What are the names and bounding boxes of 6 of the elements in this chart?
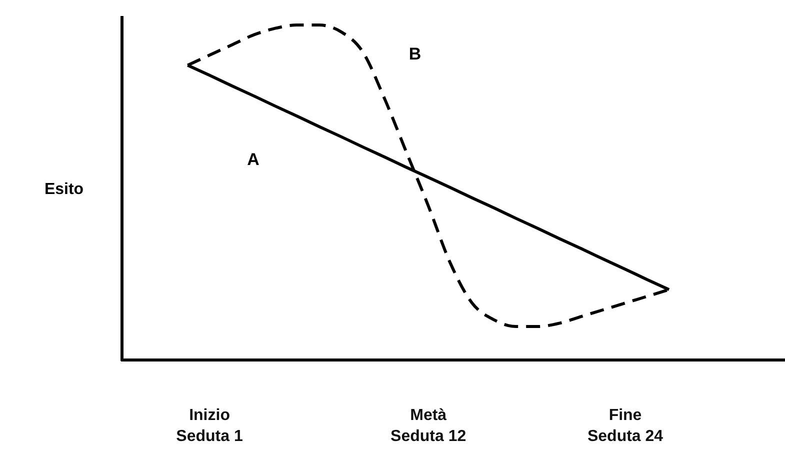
- text: Esito: [44, 181, 84, 198]
- text: B: [408, 44, 422, 64]
- x-tick-label: Metà Seduta 12: [390, 407, 466, 445]
- text: A: [247, 150, 260, 170]
- x-tick-label: Fine Seduta 24: [587, 407, 664, 445]
- x-tick-label: Inizio Seduta 1: [176, 407, 243, 445]
